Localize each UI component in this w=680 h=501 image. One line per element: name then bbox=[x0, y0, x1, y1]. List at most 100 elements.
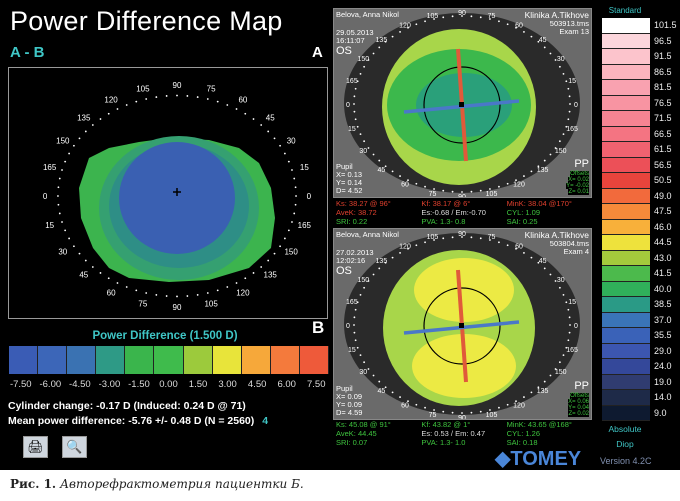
ring-dot bbox=[353, 103, 355, 105]
ring-dot bbox=[568, 316, 571, 319]
clinic-name: Klinika A.Tikhove bbox=[524, 230, 589, 240]
angle-label: 105 bbox=[204, 299, 218, 308]
ring-dot bbox=[451, 236, 454, 239]
angle-label: 45 bbox=[539, 258, 547, 265]
stat-pva: PVA: 1.3- 1.0 bbox=[421, 438, 466, 447]
ring-dot bbox=[470, 190, 473, 193]
scale-label: 101.5 bbox=[654, 20, 677, 30]
angle-label: 30 bbox=[58, 248, 67, 257]
ring-dot bbox=[415, 244, 418, 247]
scale-swatch: 61.5 bbox=[602, 142, 672, 158]
ring-dot bbox=[399, 31, 401, 33]
ring-dot bbox=[523, 175, 525, 177]
ring-dot bbox=[176, 94, 178, 97]
ring-dot bbox=[523, 31, 525, 33]
angle-label: 90 bbox=[173, 303, 182, 312]
scale-label: 38.5 bbox=[654, 299, 672, 309]
tomey-logo-icon: ◆ bbox=[495, 448, 511, 470]
ring-dot bbox=[554, 280, 557, 282]
ring-dot bbox=[543, 380, 546, 383]
pupil-info: Pupil bbox=[336, 162, 353, 171]
angle-label: 75 bbox=[429, 191, 437, 197]
angle-label: 75 bbox=[488, 234, 496, 241]
scale-label: 61.5 bbox=[654, 144, 672, 154]
ring-dot bbox=[523, 252, 525, 254]
ring-dot bbox=[515, 179, 517, 182]
angle-label: 165 bbox=[346, 299, 358, 306]
offset-info: Y= 0.04 bbox=[568, 405, 589, 411]
ring-dot bbox=[99, 272, 102, 274]
ring-dot bbox=[73, 245, 75, 248]
scale-label: 19.0 bbox=[654, 376, 672, 387]
ring-dot bbox=[353, 316, 356, 319]
ring-dot bbox=[549, 52, 552, 55]
pp-label: PP bbox=[574, 380, 589, 392]
ring-dot bbox=[523, 396, 525, 398]
ring-dot bbox=[451, 15, 454, 18]
scale-swatch: 38.5 bbox=[602, 297, 672, 313]
angle-label: 60 bbox=[107, 288, 116, 297]
ring-dot bbox=[565, 80, 568, 83]
scale-swatch: 71.5 bbox=[602, 111, 672, 127]
ring-dot bbox=[567, 339, 570, 342]
ring-dot bbox=[107, 112, 110, 115]
ring-dot bbox=[61, 221, 63, 223]
ring-dot bbox=[567, 118, 570, 121]
difference-map[interactable]: 0 15 30 45 60 75 90 105 120 135 150 165 0 15 30 45 60 75 9… bbox=[8, 67, 328, 319]
scale-label: 76.5 bbox=[654, 97, 672, 108]
ring-dot bbox=[283, 237, 286, 240]
ring-dot bbox=[433, 409, 435, 411]
exam-a-map[interactable]: 0 15 30 45 60 75 90 105 120 135 150 165 0 15 30 45 60 75 9… bbox=[333, 8, 592, 198]
ring-dot bbox=[267, 130, 270, 133]
exam-b-map[interactable]: 0 15 30 45 60 75 90 105 120 135 150 165 0 15 30 45 60 75 9… bbox=[333, 228, 592, 420]
angle-label: 135 bbox=[537, 167, 549, 174]
angle-label: 150 bbox=[284, 248, 298, 257]
angle-label: 0 bbox=[346, 102, 350, 109]
pp-label: PP bbox=[574, 158, 589, 170]
ring-dot bbox=[549, 374, 552, 377]
scale-unit[interactable]: Diop bbox=[616, 439, 634, 449]
ring-dot bbox=[84, 259, 87, 262]
ring-dot bbox=[260, 124, 263, 126]
scale-mode[interactable]: Absolute bbox=[608, 424, 642, 434]
clinic-name: Klinika A.Tikhove bbox=[524, 10, 589, 20]
scale-label: 41.5 bbox=[654, 268, 672, 278]
ring-dot bbox=[442, 16, 445, 19]
scale-label: 14.0 bbox=[654, 392, 672, 402]
stat-sai: SAI: 0.25 bbox=[506, 217, 538, 226]
ring-dot bbox=[515, 247, 517, 250]
ring-dot bbox=[479, 189, 482, 192]
scale-type[interactable]: Standard bbox=[608, 6, 642, 15]
ring-dot bbox=[489, 239, 491, 241]
version-label: Version 4.2C bbox=[600, 456, 652, 466]
ring-dot bbox=[407, 26, 409, 29]
ring-dot bbox=[506, 244, 509, 247]
ring-dot bbox=[470, 15, 473, 18]
angle-label: 105 bbox=[486, 191, 498, 197]
ring-dot bbox=[565, 346, 568, 349]
ring-dot bbox=[206, 98, 209, 100]
angle-label: 150 bbox=[555, 148, 567, 155]
angle-label: 45 bbox=[377, 167, 385, 174]
ring-dot bbox=[567, 308, 570, 311]
ring-dot bbox=[356, 301, 359, 304]
angle-label: 135 bbox=[77, 113, 91, 122]
scale-swatch: 19.0 bbox=[602, 374, 672, 390]
ring-dot bbox=[116, 282, 119, 284]
ring-dot bbox=[291, 169, 293, 171]
ring-dot bbox=[442, 410, 445, 413]
zoom-button[interactable]: 🔍 bbox=[62, 436, 87, 458]
stat-mink: MinK: 43.65 @168° bbox=[506, 420, 572, 429]
ring-dot bbox=[196, 294, 199, 296]
compare-button[interactable]: 🖨 bbox=[23, 436, 48, 458]
ring-dot bbox=[353, 324, 355, 326]
mean-power-text: Mean power difference: -5.76 +/- 0.48 D … bbox=[8, 415, 255, 427]
tomey-logo: ◆TOMEY bbox=[495, 449, 581, 469]
angle-label: 165 bbox=[43, 163, 57, 172]
stat-mink: MinK: 38.04 @170° bbox=[506, 199, 572, 208]
scale-label: 96.5 bbox=[654, 35, 672, 46]
legend-label: -1.50 bbox=[128, 379, 150, 390]
scale-swatch: 37.0 bbox=[602, 312, 672, 328]
ring-dot bbox=[58, 212, 61, 215]
ring-dot bbox=[356, 125, 359, 128]
